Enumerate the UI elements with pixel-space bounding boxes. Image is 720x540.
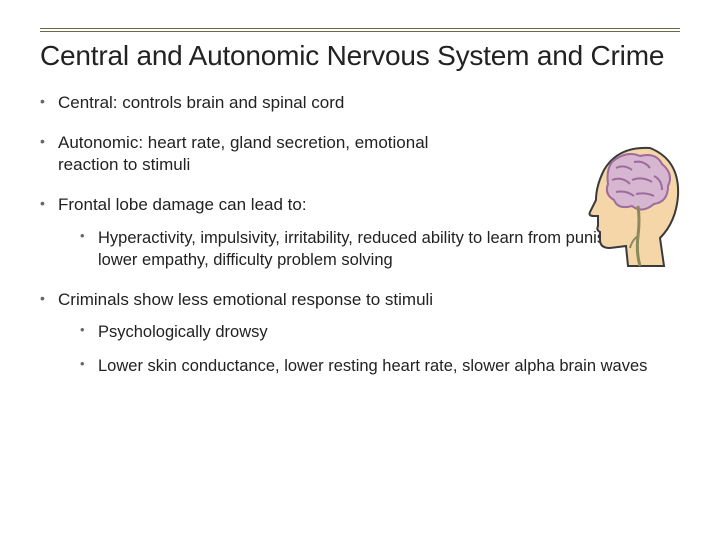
bullet-item: Central: controls brain and spinal cord [40,92,680,114]
bullet-item: Criminals show less emotional response t… [40,289,680,378]
bullet-item: Autonomic: heart rate, gland secretion, … [40,132,470,176]
brain-svg [578,140,688,270]
sub-bullet-text: Hyperactivity, impulsivity, irritability… [98,229,656,269]
brain-head-illustration [578,140,688,270]
bullet-text: Autonomic: heart rate, gland secretion, … [58,133,428,174]
sub-bullet-text: Psychologically drowsy [98,323,268,341]
bullet-text: Frontal lobe damage can lead to: [58,195,307,214]
sub-bullet-item: Psychologically drowsy [80,321,680,343]
sub-bullet-item: Lower skin conductance, lower resting he… [80,355,680,377]
slide: Central and Autonomic Nervous System and… [0,0,720,540]
slide-title: Central and Autonomic Nervous System and… [40,40,680,72]
title-rule [40,28,680,32]
sub-bullet-text: Lower skin conductance, lower resting he… [98,357,647,375]
bullet-text: Criminals show less emotional response t… [58,290,433,309]
sub-bullet-list: Psychologically drowsy Lower skin conduc… [58,321,680,378]
bullet-text: Central: controls brain and spinal cord [58,93,344,112]
